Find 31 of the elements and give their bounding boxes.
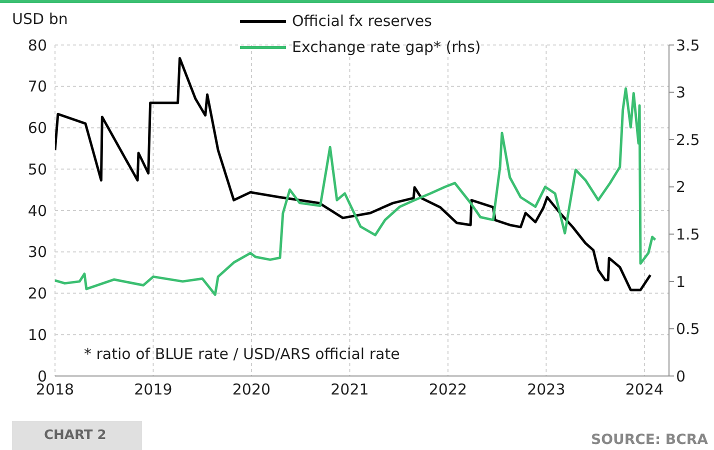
- y2-tick-label: 3.5: [676, 36, 700, 54]
- y2-tick-label: 3: [676, 84, 686, 102]
- x-tick-label: 2020: [232, 380, 271, 399]
- y-tick-label: 50: [28, 160, 47, 178]
- y2-tick-label: 0: [676, 367, 686, 386]
- source-note: SOURCE: BCRA: [590, 432, 708, 448]
- y2-tick-label: 2: [676, 178, 686, 196]
- y-tick-label: 40: [28, 202, 47, 220]
- y-tick-label: 10: [28, 326, 47, 344]
- y2-tick-label: 1.5: [676, 225, 700, 244]
- x-tick-label: 2024: [625, 380, 664, 399]
- line-series: [55, 56, 652, 292]
- x-tick-label: 2019: [134, 380, 172, 399]
- caption: CHART 2: [12, 421, 142, 450]
- legend-label: Exchange rate gap* (rhs): [292, 38, 481, 56]
- legend-label: Official fx reserves: [292, 12, 432, 30]
- y-axis-title: USD bn: [12, 10, 68, 28]
- y2-tick-label: 2.5: [676, 130, 700, 149]
- y-tick-label: 30: [28, 243, 47, 262]
- y-tick-label: 80: [28, 36, 47, 54]
- x-tick-label: 2018: [36, 380, 74, 399]
- x-tick-label: 2022: [428, 380, 468, 399]
- x-tick-label: 2021: [330, 380, 369, 399]
- y-tick-label: 20: [28, 284, 47, 303]
- y-tick-label: 60: [28, 119, 47, 138]
- y-tick-label: 70: [28, 78, 47, 96]
- x-tick-label: 2023: [527, 380, 566, 399]
- y2-tick-label: 1: [676, 272, 686, 291]
- line-series: [55, 87, 656, 296]
- y2-tick-label: 0.5: [676, 320, 700, 338]
- annotation: * ratio of BLUE rate / USD/ARS official rate: [84, 345, 400, 363]
